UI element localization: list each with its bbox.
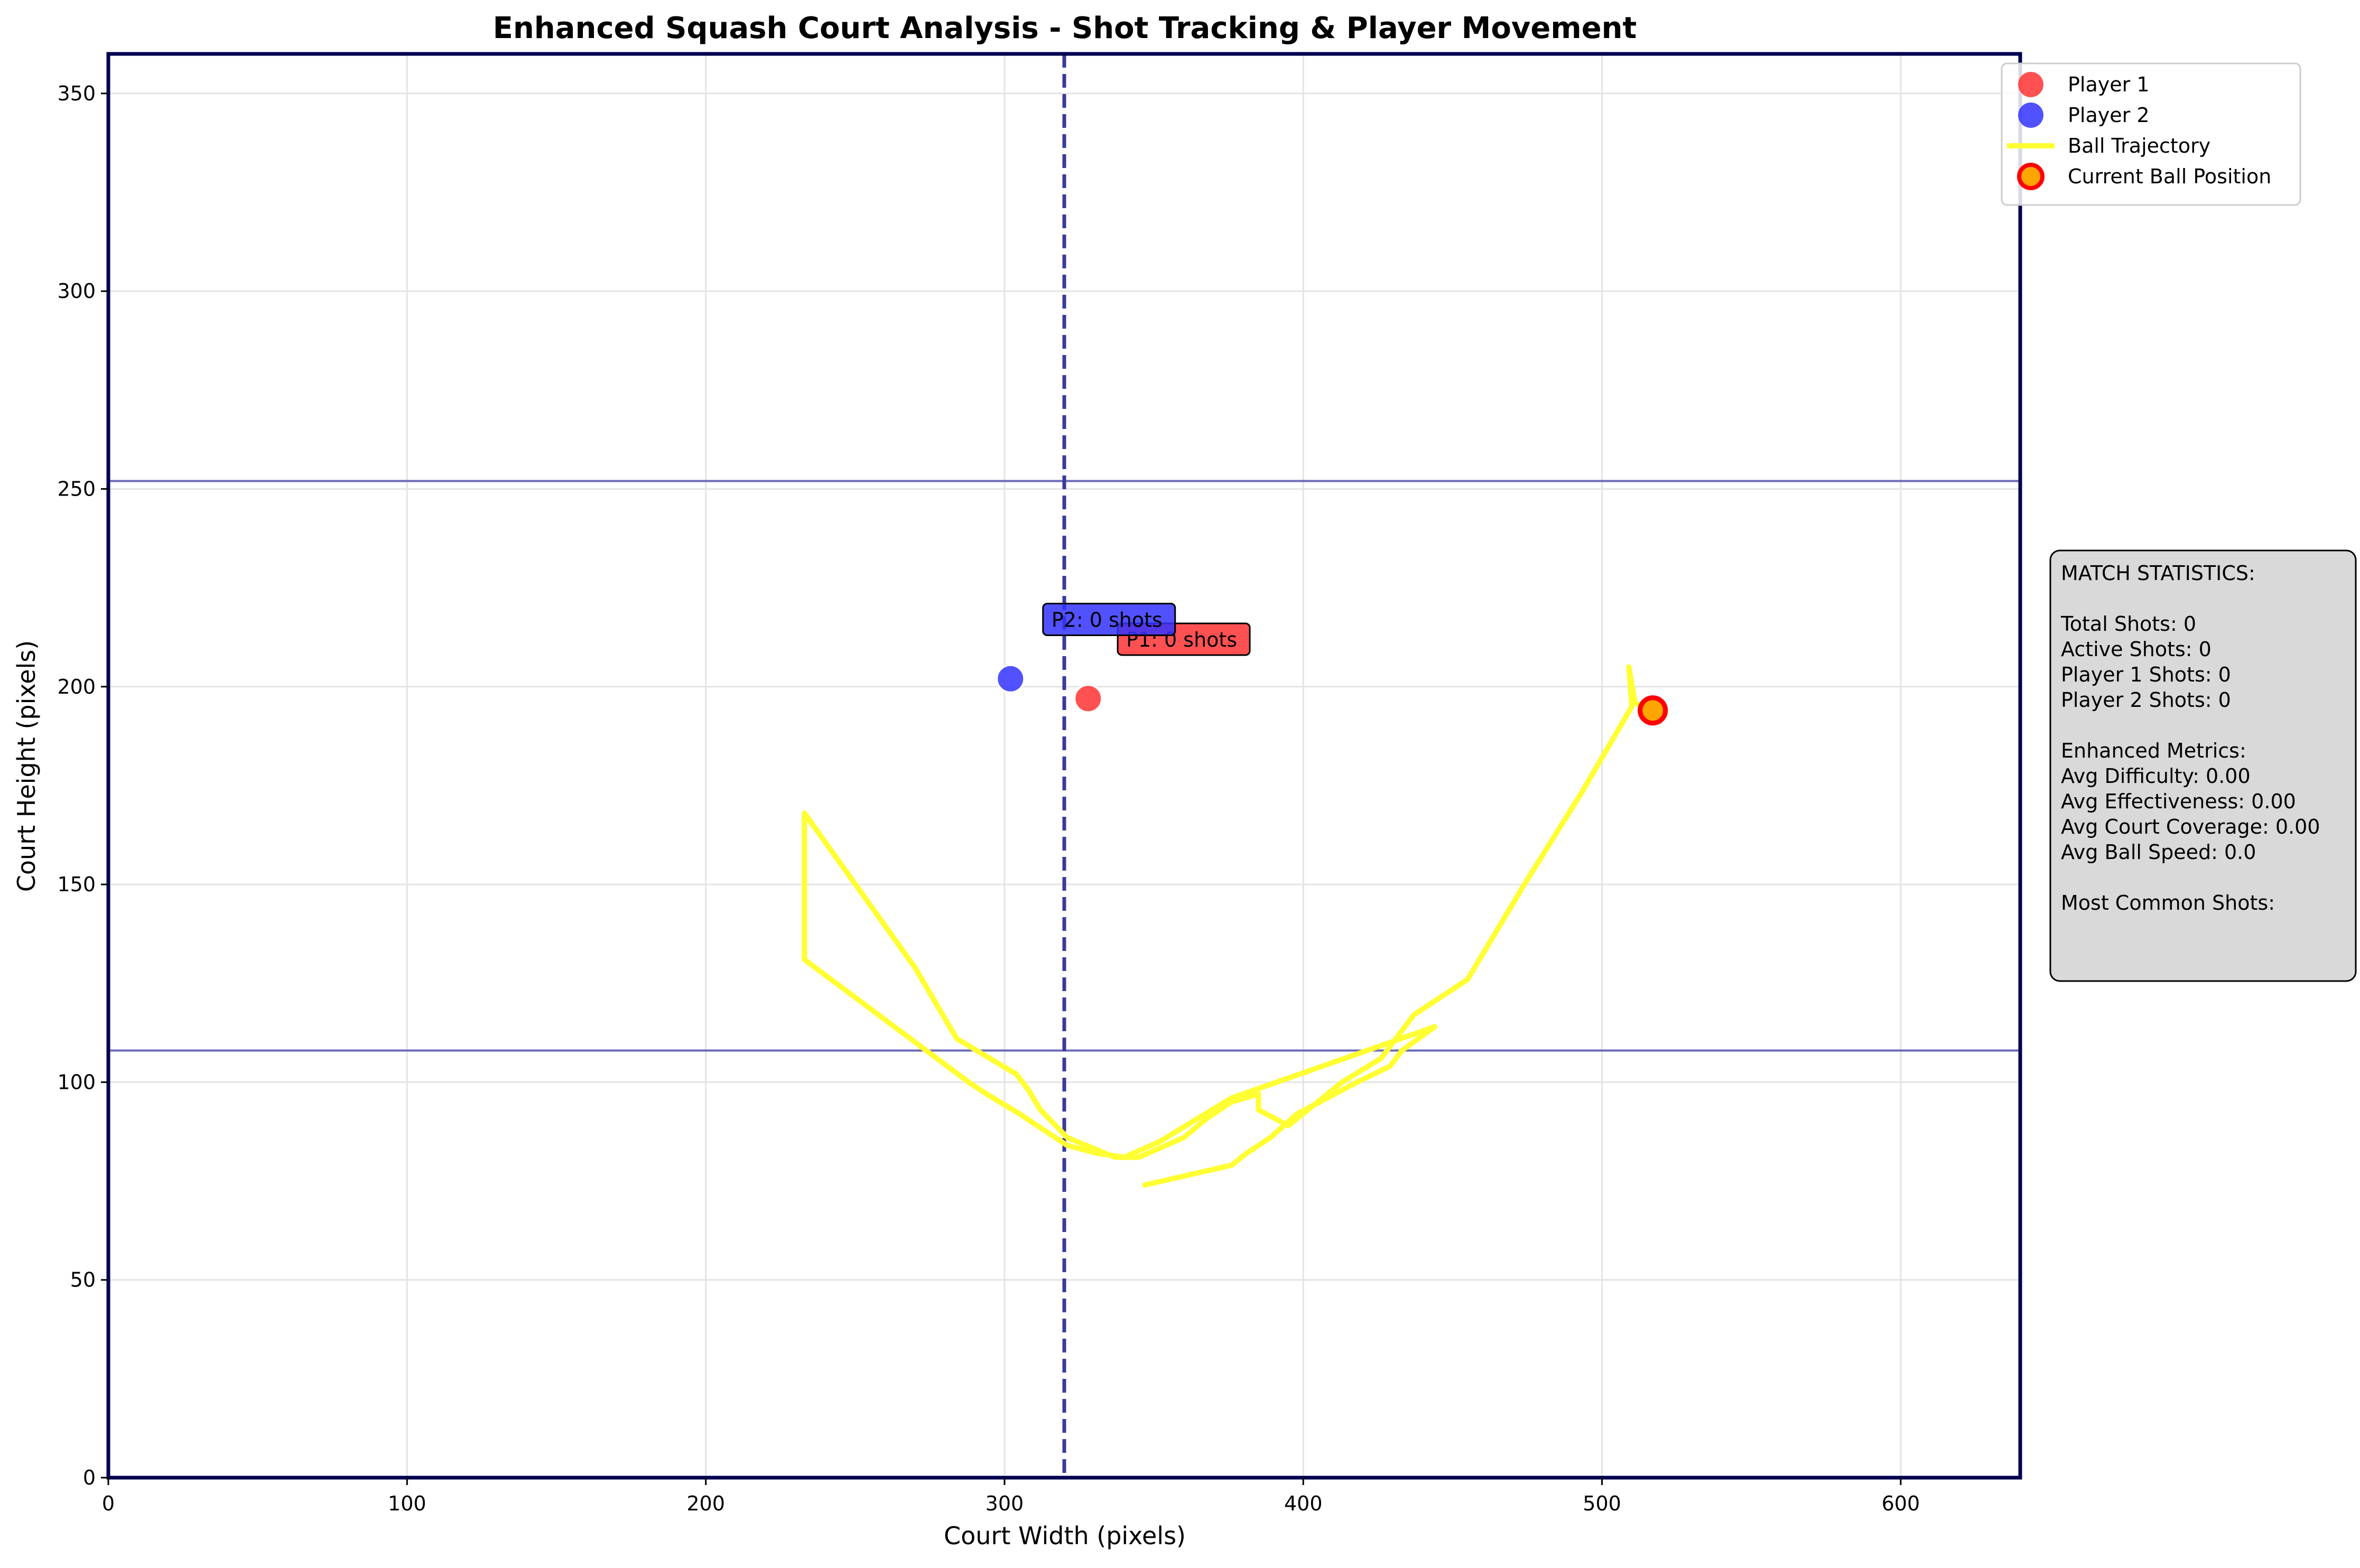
y-tick-label: 150 [57, 873, 96, 896]
legend: Player 1 Player 2 Ball Trajectory Current B… [2001, 62, 2301, 206]
x-tick-label: 100 [388, 1492, 426, 1515]
player-2-annotation-box [1042, 603, 1176, 637]
x-tick-label: 300 [986, 1492, 1024, 1515]
x-tick-label: 400 [1284, 1492, 1323, 1515]
x-axis-label: Court Width (pixels) [944, 1522, 1186, 1550]
court-boundary [106, 52, 2022, 1480]
legend-swatch-player [2018, 102, 2043, 128]
player-2-marker [996, 664, 1026, 694]
x-tick-label: 0 [102, 1492, 115, 1515]
current-ball-position-marker [1638, 695, 1668, 726]
y-tick-label: 250 [57, 477, 96, 500]
x-tick-label: 500 [1583, 1492, 1621, 1515]
legend-swatch-ball [2017, 163, 2045, 190]
legend-label: Player 1 [2068, 73, 2150, 96]
stats-line: Player 1 Shots: 0 [2061, 663, 2231, 686]
stats-line: Avg Effectiveness: 0.00 [2061, 790, 2296, 813]
stats-line: Avg Court Coverage: 0.00 [2061, 815, 2320, 838]
stats-line: Active Shots: 0 [2061, 638, 2212, 661]
stats-line: MATCH STATISTICS: [2061, 562, 2255, 585]
axis-ticks: 0 100 200 300 400 500 600 0 50 100 150 200 250 300 350 [57, 82, 1920, 1515]
court-lines [108, 54, 2020, 1478]
legend-swatch-player [2018, 72, 2043, 97]
x-tick-label: 600 [1882, 1492, 1920, 1515]
stats-line: Avg Difficulty: 0.00 [2061, 764, 2251, 788]
stats-line: Total Shots: 0 [2060, 612, 2196, 636]
legend-label: Ball Trajectory [2068, 134, 2210, 157]
y-tick-label: 50 [70, 1268, 96, 1292]
stats-line: Avg Ball Speed: 0.0 [2061, 841, 2256, 864]
ball-trajectory-layer [802, 664, 1668, 1188]
stats-line: Player 2 Shots: 0 [2061, 688, 2231, 712]
x-tick-label: 200 [686, 1492, 725, 1515]
y-tick-label: 0 [83, 1466, 96, 1489]
legend-box [2001, 62, 2301, 206]
y-axis-label: Court Height (pixels) [12, 640, 41, 892]
y-tick-label: 200 [57, 675, 96, 698]
chart-title: Enhanced Squash Court Analysis - Shot Tr… [493, 11, 1637, 45]
legend-label: Current Ball Position [2068, 165, 2271, 188]
plot-frame [106, 52, 2022, 1480]
y-tick-label: 300 [57, 279, 96, 303]
player-1-marker [1073, 684, 1103, 714]
stats-line: Most Common Shots: [2061, 891, 2275, 914]
y-tick-label: 350 [57, 82, 96, 105]
stats-box-background [2049, 549, 2357, 982]
player-2-annotation: P2: 0 shots [1052, 609, 1163, 632]
y-tick-label: 100 [57, 1070, 96, 1094]
stats-line: Enhanced Metrics: [2061, 739, 2246, 762]
legend-label: Player 2 [2068, 104, 2150, 127]
ball-trajectory-line [802, 664, 1659, 1188]
